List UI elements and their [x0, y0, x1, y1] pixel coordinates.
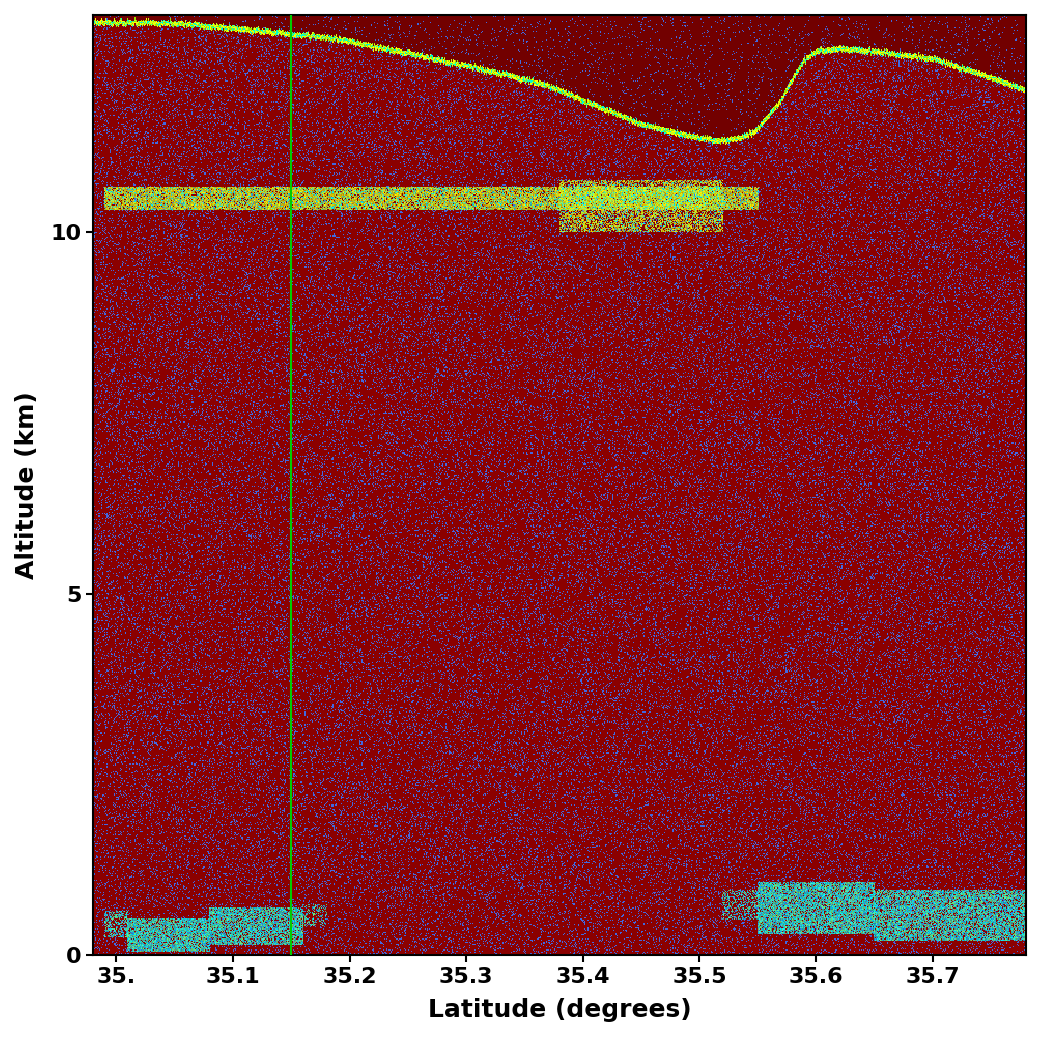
Y-axis label: Altitude (km): Altitude (km)	[15, 391, 39, 579]
X-axis label: Latitude (degrees): Latitude (degrees)	[428, 998, 691, 1022]
